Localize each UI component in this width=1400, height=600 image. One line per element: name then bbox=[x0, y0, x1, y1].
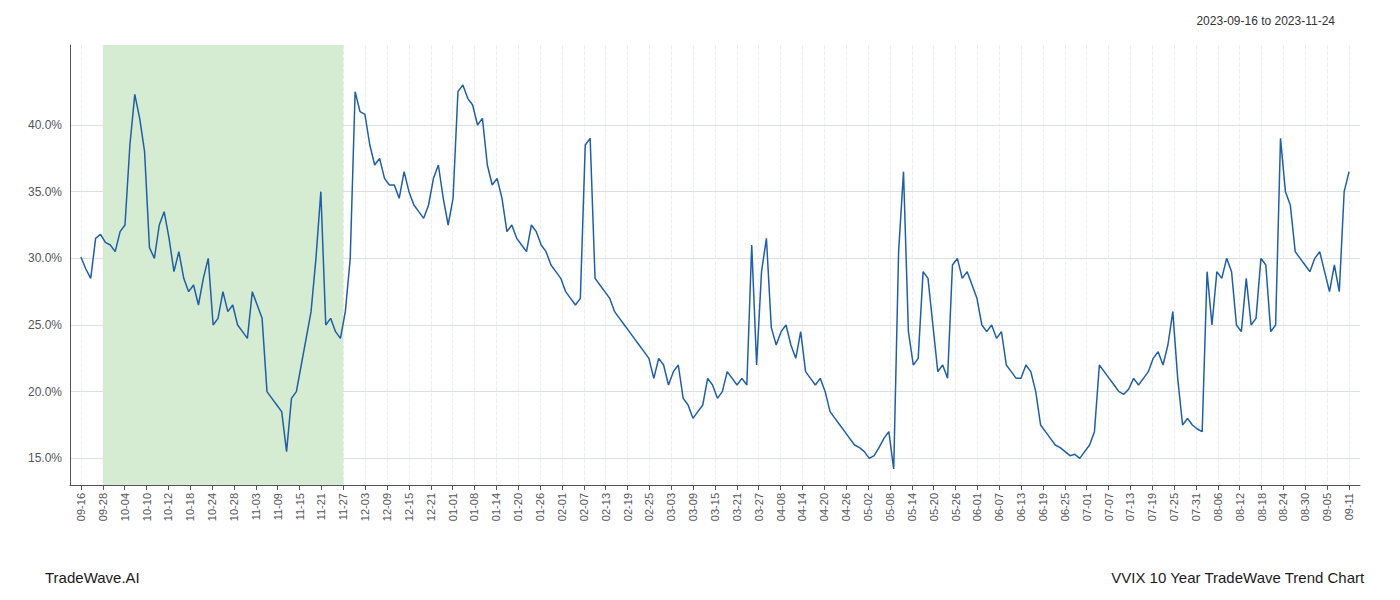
svg-text:04-14: 04-14 bbox=[796, 493, 808, 521]
svg-text:02-19: 02-19 bbox=[622, 493, 634, 521]
svg-text:VVIX 10 Year TradeWave Trend C: VVIX 10 Year TradeWave Trend Chart bbox=[1111, 569, 1365, 586]
svg-text:07-13: 07-13 bbox=[1124, 493, 1136, 521]
svg-text:11-21: 11-21 bbox=[315, 493, 327, 520]
svg-text:03-21: 03-21 bbox=[731, 493, 743, 521]
svg-text:04-08: 04-08 bbox=[775, 493, 787, 521]
svg-text:15.0%: 15.0% bbox=[28, 451, 62, 465]
svg-text:35.0%: 35.0% bbox=[28, 185, 62, 199]
svg-text:02-07: 02-07 bbox=[578, 493, 590, 521]
svg-text:10-04: 10-04 bbox=[119, 493, 131, 521]
svg-text:08-06: 08-06 bbox=[1212, 493, 1224, 521]
svg-text:10-12: 10-12 bbox=[162, 493, 174, 521]
svg-text:06-13: 06-13 bbox=[1015, 493, 1027, 521]
svg-text:11-03: 11-03 bbox=[250, 493, 262, 520]
svg-text:03-09: 03-09 bbox=[687, 493, 699, 521]
svg-text:12-21: 12-21 bbox=[425, 493, 437, 521]
svg-text:09-05: 09-05 bbox=[1321, 493, 1333, 521]
svg-text:01-08: 01-08 bbox=[468, 493, 480, 521]
svg-text:12-15: 12-15 bbox=[403, 493, 415, 521]
svg-text:07-01: 07-01 bbox=[1081, 493, 1093, 521]
svg-text:03-27: 03-27 bbox=[753, 493, 765, 521]
svg-text:2023-09-16 to 2023-11-24: 2023-09-16 to 2023-11-24 bbox=[1196, 14, 1335, 28]
svg-text:06-07: 06-07 bbox=[993, 493, 1005, 521]
svg-text:12-09: 12-09 bbox=[381, 493, 393, 521]
svg-text:06-19: 06-19 bbox=[1037, 493, 1049, 521]
svg-text:05-20: 05-20 bbox=[928, 493, 940, 521]
svg-text:09-28: 09-28 bbox=[97, 493, 109, 521]
svg-text:02-13: 02-13 bbox=[600, 493, 612, 521]
svg-text:06-25: 06-25 bbox=[1059, 493, 1071, 521]
svg-text:12-03: 12-03 bbox=[359, 493, 371, 521]
svg-text:01-01: 01-01 bbox=[447, 493, 459, 521]
svg-text:20.0%: 20.0% bbox=[28, 385, 62, 399]
svg-text:25.0%: 25.0% bbox=[28, 318, 62, 332]
svg-text:05-14: 05-14 bbox=[906, 493, 918, 521]
svg-text:08-30: 08-30 bbox=[1299, 493, 1311, 521]
svg-text:30.0%: 30.0% bbox=[28, 251, 62, 265]
svg-text:10-24: 10-24 bbox=[206, 493, 218, 521]
svg-text:07-19: 07-19 bbox=[1146, 493, 1158, 521]
svg-text:01-20: 01-20 bbox=[512, 493, 524, 521]
svg-text:10-18: 10-18 bbox=[184, 493, 196, 521]
svg-text:05-08: 05-08 bbox=[884, 493, 896, 521]
svg-text:03-15: 03-15 bbox=[709, 493, 721, 521]
svg-text:08-24: 08-24 bbox=[1277, 493, 1289, 521]
svg-text:40.0%: 40.0% bbox=[28, 118, 62, 132]
svg-text:01-14: 01-14 bbox=[490, 493, 502, 521]
svg-text:03-03: 03-03 bbox=[665, 493, 677, 521]
svg-text:08-18: 08-18 bbox=[1256, 493, 1268, 521]
svg-text:08-12: 08-12 bbox=[1234, 493, 1246, 521]
svg-text:09-11: 09-11 bbox=[1343, 493, 1355, 520]
svg-text:11-27: 11-27 bbox=[337, 493, 349, 520]
svg-text:05-26: 05-26 bbox=[950, 493, 962, 521]
svg-text:04-26: 04-26 bbox=[840, 493, 852, 521]
svg-text:11-09: 11-09 bbox=[272, 493, 284, 520]
svg-text:06-01: 06-01 bbox=[971, 493, 983, 521]
svg-text:11-15: 11-15 bbox=[294, 493, 306, 520]
svg-text:10-10: 10-10 bbox=[141, 493, 153, 521]
svg-text:02-25: 02-25 bbox=[643, 493, 655, 521]
svg-text:07-07: 07-07 bbox=[1103, 493, 1115, 521]
svg-text:10-28: 10-28 bbox=[228, 493, 240, 521]
svg-text:TradeWave.AI: TradeWave.AI bbox=[45, 569, 140, 586]
svg-text:09-16: 09-16 bbox=[75, 493, 87, 521]
svg-text:02-01: 02-01 bbox=[556, 493, 568, 521]
svg-text:07-25: 07-25 bbox=[1168, 493, 1180, 521]
svg-text:01-26: 01-26 bbox=[534, 493, 546, 521]
svg-text:07-31: 07-31 bbox=[1190, 493, 1202, 521]
svg-text:05-02: 05-02 bbox=[862, 493, 874, 521]
svg-text:04-20: 04-20 bbox=[818, 493, 830, 521]
